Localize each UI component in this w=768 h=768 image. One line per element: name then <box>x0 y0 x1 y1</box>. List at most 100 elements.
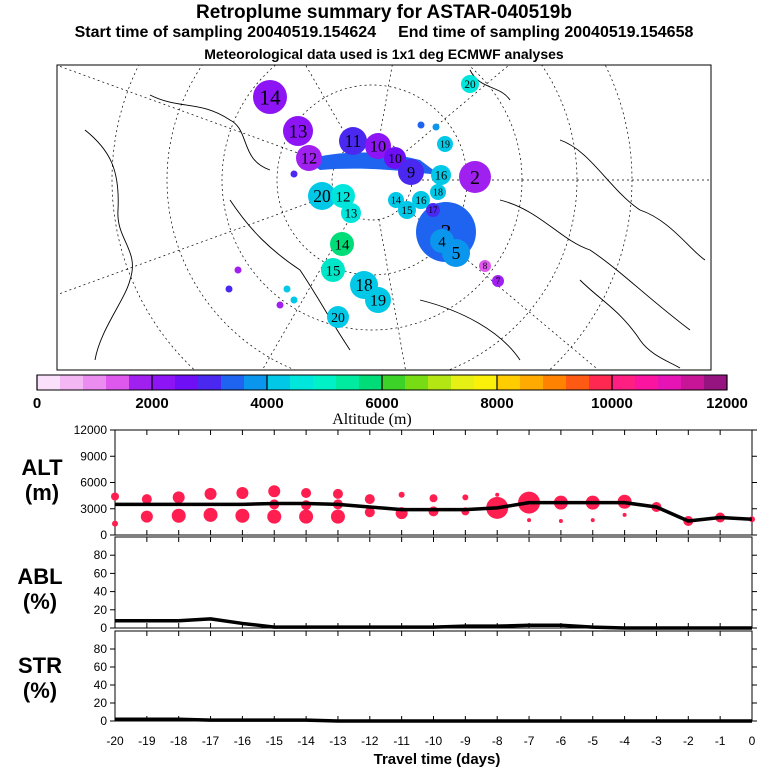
colorbar-cell <box>359 375 383 390</box>
cluster-point <box>558 519 563 523</box>
map-marker: 15 <box>398 201 416 219</box>
cluster-point <box>267 509 282 524</box>
map-marker-dot <box>388 192 404 208</box>
cluster-point <box>527 518 532 523</box>
meridian-line <box>57 193 335 296</box>
colorbar-tick-label: 2000 <box>135 395 168 412</box>
map-marker-label: 17 <box>429 205 439 215</box>
page-title: Retroplume summary for ASTAR-040519b <box>196 2 572 23</box>
colorbar-label: Altitude (m) <box>332 411 412 428</box>
map-marker-label: 14 <box>335 237 351 253</box>
map-marker: 2 <box>459 161 491 193</box>
end-time-label: End time of sampling 20040519.154658 <box>398 24 694 41</box>
map-marker-label: 20 <box>313 186 331 206</box>
map-small-dot <box>432 123 440 131</box>
map-marker-dot <box>365 133 391 159</box>
map-marker: 16 <box>431 165 451 185</box>
map-small-dot <box>290 296 298 304</box>
x-axis-label: Travel time (days) <box>374 751 501 768</box>
colorbar-cell <box>612 375 636 390</box>
map-marker: 9 <box>398 159 424 185</box>
cluster-point <box>112 520 118 527</box>
y-tick-label: 60 <box>94 566 108 580</box>
map-marker: 12 <box>331 184 355 208</box>
series-line <box>115 617 752 630</box>
y-tick-label: 40 <box>94 585 108 599</box>
colorbar-cell <box>520 375 544 390</box>
x-tick-label: -9 <box>460 734 471 748</box>
x-tick-label: -6 <box>556 734 567 748</box>
x-tick-label: -4 <box>619 734 630 748</box>
map-marker: 17 <box>426 203 440 217</box>
map-marker: 16 <box>412 191 430 209</box>
map-marker-dot <box>330 232 354 256</box>
cluster-point <box>330 509 345 524</box>
x-tick-label: -14 <box>297 734 315 748</box>
map-marker-label: 7 <box>496 276 501 286</box>
colorbar-cell <box>244 375 268 390</box>
map-marker-label: 14 <box>391 196 401 207</box>
map-marker-dot <box>339 127 367 155</box>
cluster-point <box>364 507 375 518</box>
map-marker-label: 19 <box>370 292 386 310</box>
y-tick-label: 0 <box>100 528 107 542</box>
y-tick-label: 20 <box>94 696 108 710</box>
map-marker: 18 <box>430 184 446 200</box>
alt-ylabel-line1: ALT <box>21 455 63 480</box>
map-marker-label: 11 <box>345 131 362 151</box>
y-tick-label: 0 <box>100 714 107 728</box>
map-marker-dot <box>321 258 345 282</box>
map-marker: 15 <box>321 258 345 282</box>
cluster-point <box>140 510 153 523</box>
y-tick-label: 60 <box>94 660 108 674</box>
map-frame <box>56 64 712 371</box>
map-marker-label: 5 <box>452 243 461 263</box>
map-marker: 7 <box>492 275 504 287</box>
colorbar-cell <box>497 375 521 390</box>
cluster-point <box>235 508 250 523</box>
met-data-label: Meteorological data used is 1x1 deg ECMW… <box>204 46 564 62</box>
colorbar-cell <box>405 375 429 390</box>
str-ylabel-line1: STR <box>18 653 62 678</box>
colorbar-cell <box>290 375 314 390</box>
map-marker-label: 14 <box>259 85 281 109</box>
abl-ylabel-line2: (%) <box>23 589 57 614</box>
map-marker: 10 <box>365 133 391 159</box>
cluster-point <box>429 494 438 503</box>
colorbar-tick-label: 4000 <box>250 395 283 412</box>
x-tick-label: 0 <box>749 734 756 748</box>
alt-panel: ALT (m) 0 3000 6000 9000 12000 <box>21 423 757 542</box>
map-marker: 10 <box>384 147 406 169</box>
colorbar-cell <box>129 375 153 390</box>
colorbar-cell <box>313 375 337 390</box>
cluster-point <box>590 518 595 523</box>
series-line <box>115 717 752 723</box>
map-marker-dot <box>459 161 491 193</box>
map-marker-label: 20 <box>464 79 476 91</box>
map-marker: 20 <box>327 306 349 328</box>
x-tick-label: -16 <box>234 734 252 748</box>
map-small-dot <box>290 170 298 178</box>
colorbar-cell <box>267 375 291 390</box>
colorbar-cell <box>336 375 360 390</box>
map-marker-dot <box>296 145 322 171</box>
map-marker-dot <box>283 116 313 146</box>
map-marker-dot <box>398 201 416 219</box>
alt-frame <box>114 429 753 536</box>
map-marker: 20 <box>461 75 479 93</box>
map-marker-dot <box>479 260 491 272</box>
x-tick-label: -19 <box>138 734 156 748</box>
x-tick-label: -3 <box>651 734 662 748</box>
colorbar-cell <box>566 375 590 390</box>
x-tick-label: -12 <box>361 734 379 748</box>
map-small-dot <box>234 266 242 274</box>
map-marker-label: 15 <box>326 263 341 279</box>
cluster-point <box>171 508 186 523</box>
map-marker: 13 <box>341 203 361 223</box>
map-marker-dot <box>327 306 349 328</box>
meridian-line <box>57 65 335 167</box>
cluster-point <box>299 509 314 524</box>
x-tick-label: -17 <box>202 734 220 748</box>
